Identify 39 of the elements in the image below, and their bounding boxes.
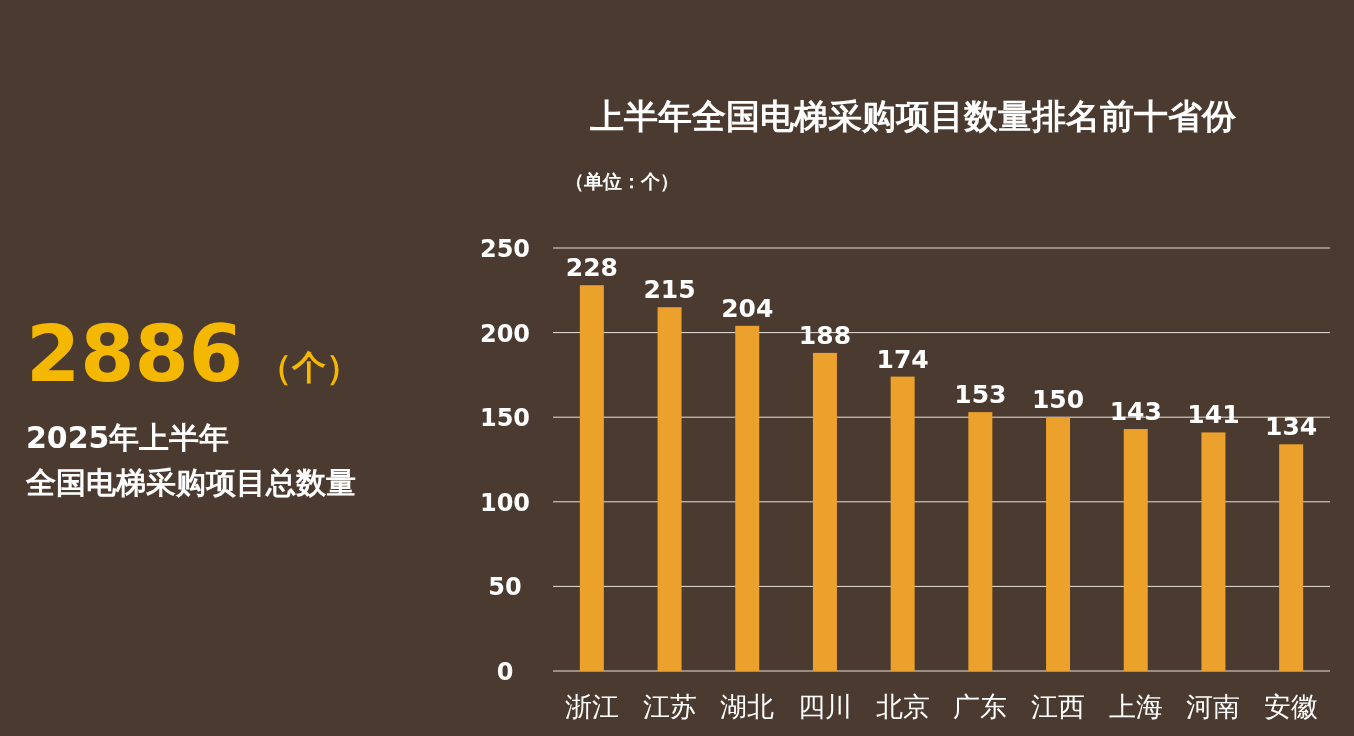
bar [890,376,915,671]
y-axis-title: （单位：个） [565,170,679,192]
y-tick-label: 100 [479,488,531,517]
y-tick-label: 150 [479,404,531,433]
y-tick-label: 0 [496,658,514,686]
x-tick-label: 四川 [797,691,852,722]
bar [657,307,682,671]
x-tick-label: 湖北 [720,691,775,722]
x-tick-label: 上海 [1108,691,1163,722]
data-label: 204 [721,293,774,323]
y-tick-label: 50 [488,573,522,602]
data-label: 228 [565,253,618,283]
bar [735,325,760,671]
x-tick-label: 河南 [1186,691,1241,722]
data-label: 215 [643,275,696,305]
x-tick-label: 北京 [875,691,930,722]
x-tick-label: 浙江 [564,691,619,722]
bar [1279,444,1304,671]
bar [1123,429,1148,671]
chart-title: 上半年全国电梯采购项目数量排名前十省份 [589,96,1237,136]
bar [812,352,837,671]
x-tick-label: 江苏 [642,691,697,722]
text: 2886 [26,309,244,399]
text: 2025年上半年 [26,420,230,455]
data-label: 153 [954,380,1007,410]
bar [968,412,993,671]
data-label: 150 [1031,385,1085,415]
y-tick-label: 250 [479,235,531,263]
x-tick-label: 广东 [953,691,1008,722]
bar [1201,432,1226,671]
x-tick-label: 安徽 [1264,691,1319,722]
bar [1046,417,1071,671]
data-label: 134 [1265,412,1318,442]
y-tick-label: 200 [479,319,531,348]
text: 全国电梯采购项目总数量 [25,465,356,500]
data-label: 174 [876,344,929,374]
x-tick-label: 江西 [1031,691,1086,722]
bar [579,285,604,671]
text: （个） [258,347,360,387]
